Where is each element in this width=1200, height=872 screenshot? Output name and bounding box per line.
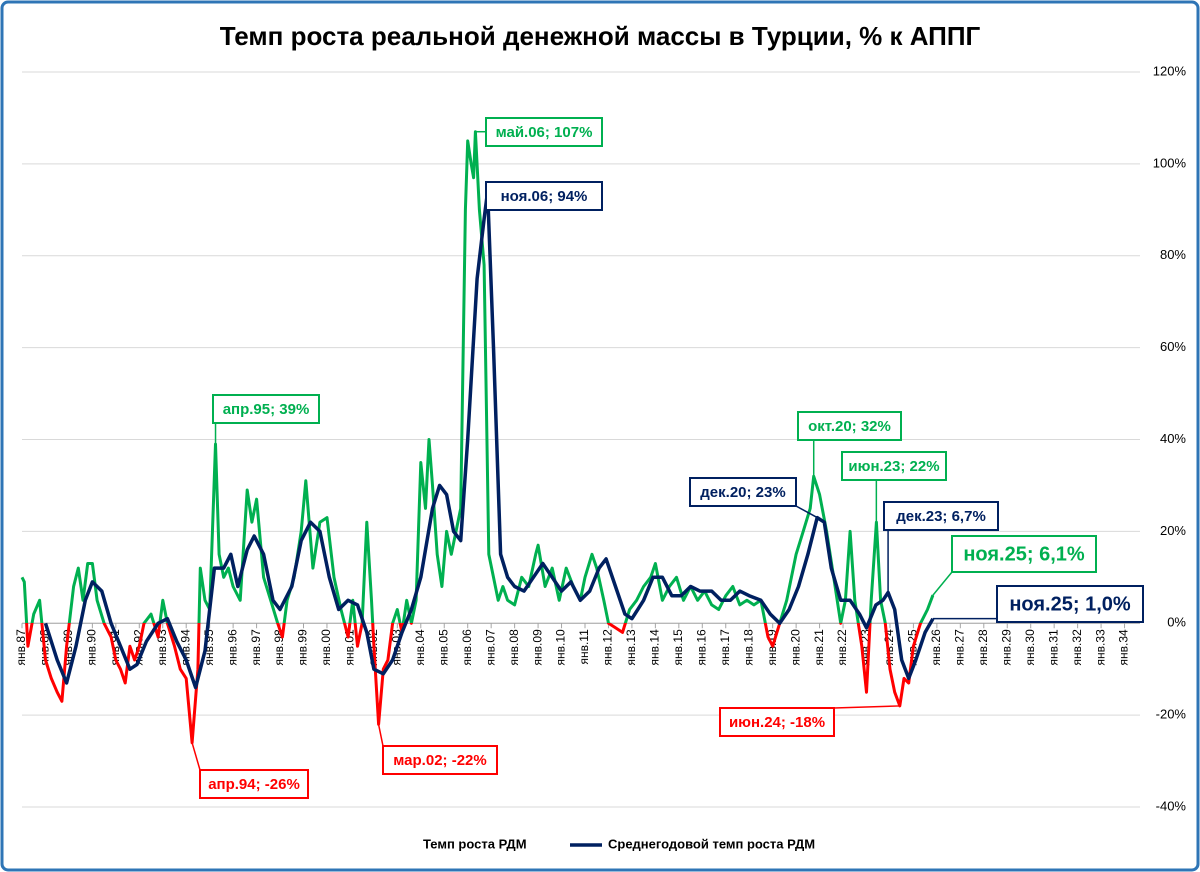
annotation-leader <box>833 705 900 709</box>
y-tick-label: 20% <box>1160 523 1186 538</box>
annotation-leader <box>377 724 384 747</box>
x-tick-label: янв.90 <box>85 629 99 666</box>
x-tick-label: янв.30 <box>1023 629 1037 666</box>
x-tick-label: янв.34 <box>1117 629 1131 666</box>
annotation-box <box>883 501 999 531</box>
x-tick-label: янв.94 <box>178 629 192 666</box>
annotation-text: окт.20; 32% <box>808 418 891 435</box>
annotation-box <box>485 117 603 147</box>
annotation-box <box>797 411 902 441</box>
x-tick-label: янв.29 <box>999 629 1013 666</box>
annotation-text: июн.24; -18% <box>729 714 825 731</box>
annotation-box <box>485 181 603 211</box>
x-tick-label: янв.31 <box>1046 629 1060 666</box>
x-tick-label: янв.15 <box>671 629 685 666</box>
annotation-text: ноя.25; 1,0% <box>1009 593 1131 615</box>
y-tick-label: 120% <box>1153 63 1187 78</box>
annotation-text: дек.20; 23% <box>700 484 785 501</box>
y-tick-label: -20% <box>1156 707 1187 722</box>
legend-label: Темп роста РДМ <box>423 836 527 851</box>
x-tick-label: янв.08 <box>507 629 521 666</box>
annotation-text: мар.02; -22% <box>393 752 486 769</box>
annotation-leader <box>191 742 201 771</box>
y-tick-label: 60% <box>1160 339 1186 354</box>
annotation-box <box>689 477 797 507</box>
series-line <box>20 130 935 745</box>
x-tick-label: янв.01 <box>343 629 357 666</box>
annotation-text: апр.94; -26% <box>208 776 300 793</box>
annotation-box <box>996 585 1144 623</box>
x-tick-label: янв.20 <box>788 629 802 666</box>
annotation-leader <box>932 571 953 596</box>
annotation-text: ноя.25; 6,1% <box>963 543 1085 565</box>
x-tick-label: янв.97 <box>249 629 263 666</box>
y-tick-label: 80% <box>1160 247 1186 262</box>
x-tick-label: янв.21 <box>812 629 826 666</box>
y-tick-label: -40% <box>1156 798 1187 813</box>
x-tick-label: янв.13 <box>624 629 638 666</box>
annotation-box <box>841 451 947 481</box>
x-tick-label: янв.18 <box>741 629 755 666</box>
x-tick-label: янв.87 <box>14 629 28 666</box>
x-tick-label: янв.28 <box>976 629 990 666</box>
x-tick-label: янв.10 <box>554 629 568 666</box>
x-tick-label: янв.26 <box>929 629 943 666</box>
annotation-text: ноя.06; 94% <box>501 188 588 205</box>
y-tick-label: 0% <box>1167 615 1186 630</box>
x-tick-label: янв.14 <box>648 629 662 666</box>
series-line <box>43 189 935 690</box>
x-tick-label: янв.96 <box>225 629 239 666</box>
annotation-box <box>951 535 1097 573</box>
x-tick-label: янв.27 <box>953 629 967 666</box>
x-tick-label: янв.16 <box>694 629 708 666</box>
x-tick-label: янв.04 <box>413 629 427 666</box>
annotation-box <box>212 394 320 424</box>
x-tick-label: янв.06 <box>460 629 474 666</box>
annotation-box <box>719 707 835 737</box>
annotation-text: июн.23; 22% <box>848 458 939 475</box>
annotation-text: май.06; 107% <box>496 124 593 141</box>
annotation-box <box>382 745 498 775</box>
x-tick-label: янв.11 <box>577 629 591 665</box>
x-tick-label: янв.05 <box>436 629 450 666</box>
chart-title: Темп роста реальной денежной массы в Тур… <box>220 21 981 51</box>
annotation-text: дек.23; 6,7% <box>896 508 986 525</box>
x-tick-label: янв.00 <box>319 629 333 666</box>
annotation-leader <box>795 505 818 519</box>
x-tick-label: янв.07 <box>483 629 497 666</box>
x-tick-label: янв.99 <box>296 629 310 666</box>
x-tick-label: янв.12 <box>601 629 615 666</box>
y-tick-label: 40% <box>1160 431 1186 446</box>
x-tick-label: янв.32 <box>1070 629 1084 666</box>
x-tick-label: янв.17 <box>718 629 732 666</box>
x-tick-label: янв.33 <box>1093 629 1107 666</box>
annotation-box <box>199 769 309 799</box>
x-tick-label: янв.22 <box>835 629 849 666</box>
y-tick-label: 100% <box>1153 155 1187 170</box>
legend-label: Среднегодовой темп роста РДМ <box>608 836 815 851</box>
annotation-text: апр.95; 39% <box>223 401 310 418</box>
x-tick-label: янв.09 <box>530 629 544 666</box>
